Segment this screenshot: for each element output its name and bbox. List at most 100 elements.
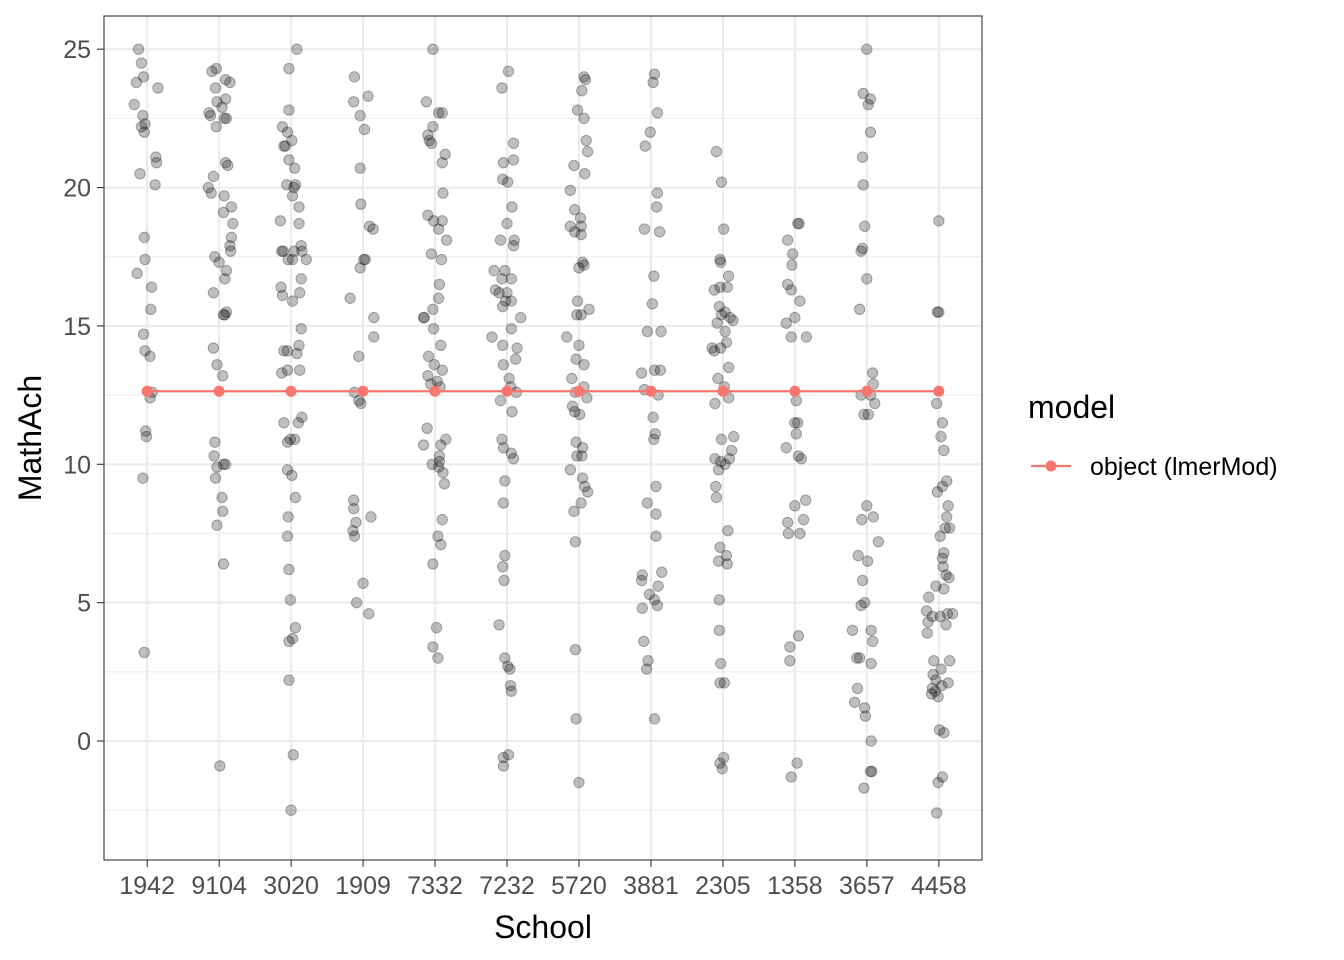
legend-title: model [1028,389,1115,425]
observation-point [426,458,438,470]
observation-point [286,295,299,307]
y-tick-label: 25 [63,36,91,64]
observation-point [932,691,944,703]
observation-point [216,101,228,114]
observation-point [432,107,445,119]
observation-point [636,602,649,614]
observation-point [220,112,233,125]
observation-point [139,345,151,357]
observation-point [276,245,288,257]
observation-point [933,215,945,227]
observation-point [715,433,728,446]
observation-point [205,187,217,199]
observation-point [938,727,950,739]
observation-point [440,234,453,246]
observation-point [137,472,149,484]
observation-point [130,76,143,89]
observation-point [281,464,294,476]
x-tick-label: 2305 [695,872,751,900]
observation-point [864,126,877,138]
observation-point [797,513,810,526]
observation-point [869,397,881,410]
observation-point [207,287,220,299]
observation-point [213,256,225,268]
observation-point [354,162,366,174]
observation-point [354,262,366,274]
model-point [429,385,441,397]
observation-point [710,145,723,158]
observation-point [865,735,877,747]
panel-border [103,15,983,861]
observation-point [564,184,577,197]
observation-point [219,309,231,321]
observation-point [210,62,222,75]
observation-point [573,339,585,351]
observation-point [578,71,590,83]
observation-point [648,68,661,80]
observation-point [715,455,727,468]
observation-point [274,215,287,227]
observation-point [651,187,664,199]
observation-point [576,256,589,268]
observation-point [149,179,161,191]
observation-point [138,231,151,244]
observation-point [718,677,731,689]
observation-point [422,129,434,141]
observation-point [856,574,869,587]
observation-point [207,170,220,183]
observation-point [497,760,510,772]
observation-point [219,156,232,169]
observation-point [930,580,942,592]
observation-point [140,425,152,437]
observation-point [292,417,305,429]
observation-point [435,339,447,351]
observation-point [152,82,164,94]
observation-point [799,494,812,506]
observation-point [488,264,500,277]
observation-point [648,433,660,446]
observation-point [938,444,950,457]
observation-point [942,500,954,512]
observation-point [286,190,299,202]
observation-point [363,608,375,620]
observation-point [275,281,287,293]
observation-point [137,71,150,83]
y-axis-title: MathAch [12,375,48,501]
observation-point [583,303,595,316]
observation-point [436,364,448,376]
observation-point [282,511,294,523]
observation-point [570,436,582,448]
observation-point [946,608,959,620]
observation-point [855,599,867,612]
model-point [285,385,297,397]
observation-point [497,156,510,169]
observation-point [713,594,726,606]
observation-point [938,547,950,559]
observation-point [846,624,859,637]
observation-point [281,364,294,376]
observation-point [571,104,584,116]
observation-point [417,311,430,324]
observation-point [514,311,527,324]
observation-point [435,439,447,451]
observation-point [282,253,294,266]
grid-lines [104,16,982,860]
observation-point [217,309,230,321]
observation-point [939,522,951,534]
observation-point [289,162,301,174]
observation-point [211,96,223,108]
observation-point [498,574,510,587]
observation-point [283,674,295,686]
observation-point [785,331,797,343]
observation-point [427,120,439,133]
observation-point [858,782,870,794]
observation-point [712,372,724,385]
observation-point [502,65,515,78]
observation-point [858,702,871,714]
observation-point [653,226,666,238]
observation-point [433,455,446,468]
observation-point [574,408,586,421]
observation-point [432,223,445,235]
observation-point [719,458,731,470]
observation-point [865,624,877,637]
